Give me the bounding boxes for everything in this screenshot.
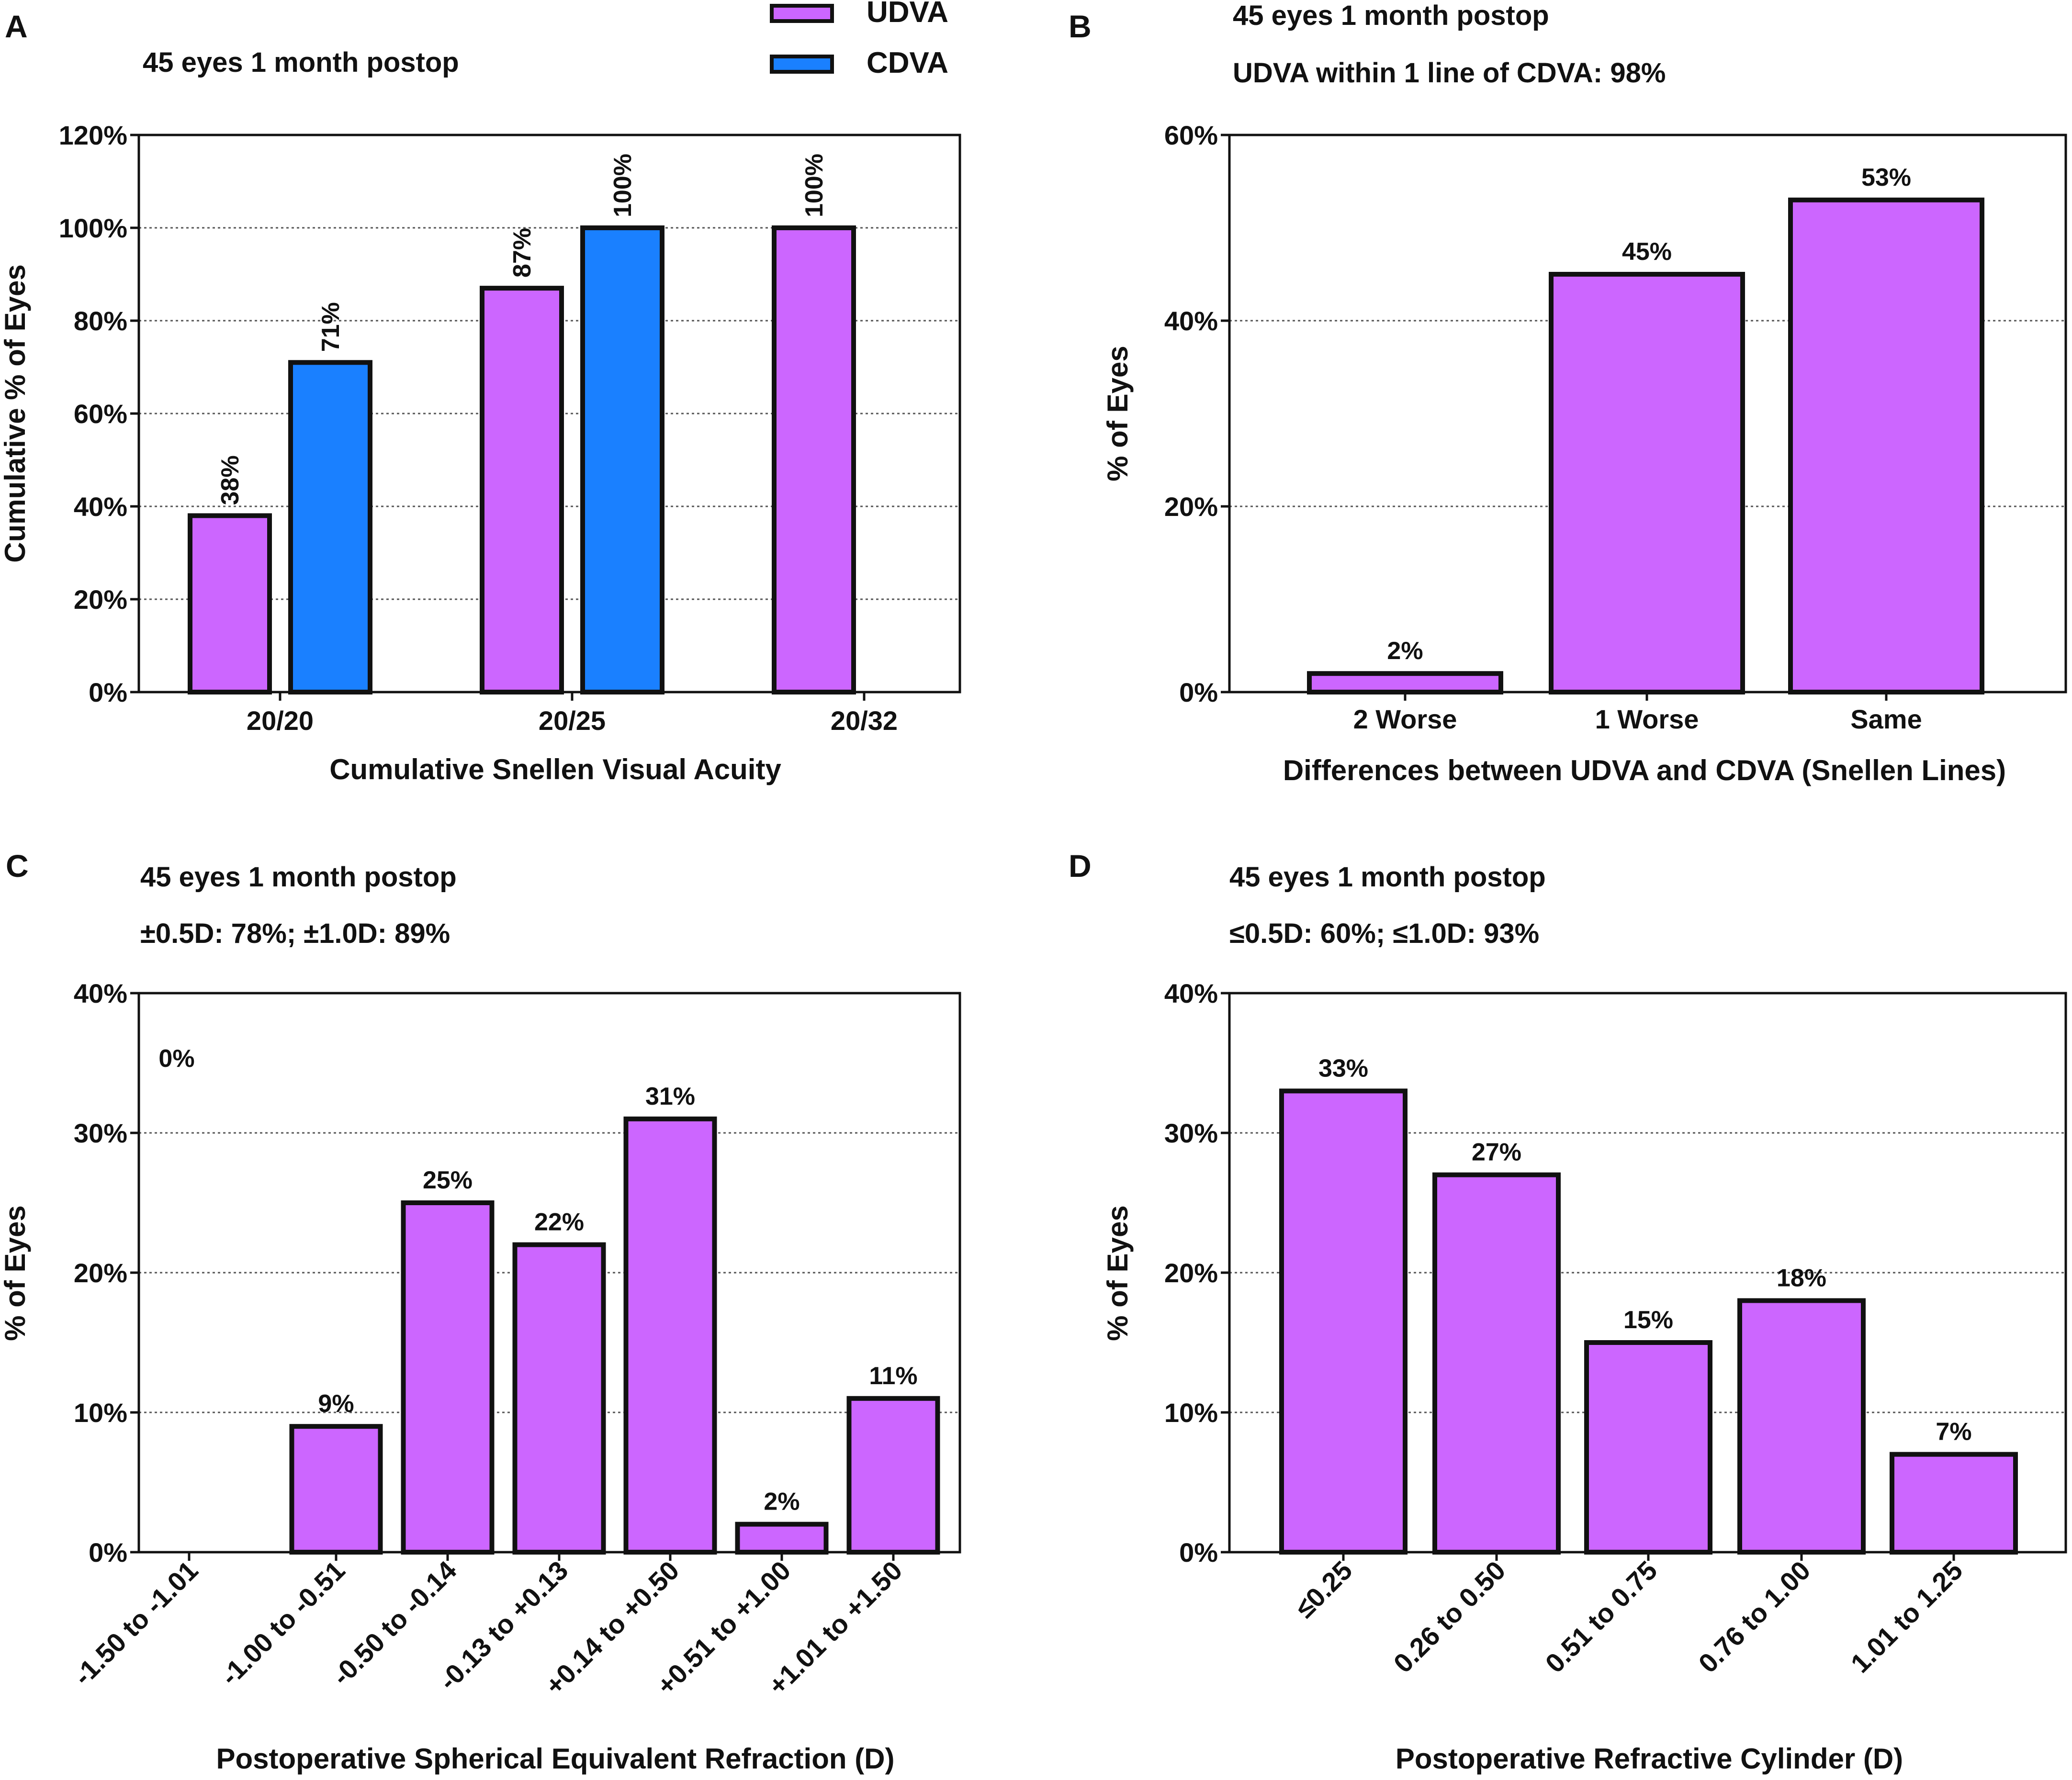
data-label: 2%: [764, 1488, 800, 1516]
x-axis-title: Differences between UDVA and CDVA (Snell…: [1283, 754, 2006, 786]
y-tick-label: 60%: [1164, 120, 1218, 150]
y-tick-label: 60%: [74, 399, 127, 429]
panel-letter: D: [1069, 848, 1092, 884]
bar-udva: [1432, 1172, 1561, 1555]
y-tick-label: 10%: [74, 1398, 127, 1428]
y-tick-label: 0%: [89, 677, 127, 707]
data-label: 87%: [508, 228, 536, 278]
panel-subtitle: 45 eyes 1 month postop: [1233, 0, 1549, 31]
data-label: 15%: [1623, 1306, 1673, 1334]
y-tick-label: 40%: [1164, 306, 1218, 336]
x-axis-title: Postoperative Spherical Equivalent Refra…: [216, 1743, 894, 1775]
y-axis-title: % of Eyes: [0, 1205, 31, 1341]
y-tick-label: 0%: [1179, 677, 1218, 707]
y-tick-label: 80%: [74, 306, 127, 336]
panel-subtitle: 45 eyes 1 month postop: [143, 47, 459, 78]
panel-letter: A: [5, 9, 28, 44]
data-label: 45%: [1622, 238, 1672, 266]
bar-udva: [735, 1522, 829, 1555]
bar-udva: [188, 513, 272, 695]
bar-udva: [480, 286, 564, 694]
y-axis-title: % of Eyes: [1102, 346, 1134, 481]
bar-udva: [1788, 197, 1984, 694]
x-tick-label: -1.50 to -1.01: [68, 1555, 203, 1691]
panel-letter: C: [6, 848, 29, 884]
bar-udva: [772, 225, 856, 694]
x-tick-label: 0.76 to 1.00: [1692, 1555, 1816, 1679]
bar-cdva: [580, 225, 664, 694]
bar-udva: [1307, 671, 1503, 694]
y-tick-label: 40%: [1164, 978, 1218, 1008]
y-tick-label: 0%: [1179, 1537, 1218, 1567]
panel-subtitle: 45 eyes 1 month postop: [140, 862, 457, 893]
y-tick-label: 40%: [74, 978, 127, 1008]
bar-udva: [846, 1396, 940, 1555]
bar-cdva: [288, 360, 372, 694]
bar-udva: [1549, 272, 1745, 694]
x-axis-title: Postoperative Refractive Cylinder (D): [1396, 1743, 1903, 1775]
y-tick-label: 30%: [74, 1118, 127, 1148]
y-tick-label: 120%: [59, 120, 127, 150]
y-tick-label: 20%: [74, 584, 127, 615]
y-tick-label: 40%: [74, 492, 127, 522]
plot-frame: [137, 134, 961, 694]
x-tick-label: 1.01 to 1.25: [1845, 1555, 1968, 1679]
y-tick-label: 20%: [74, 1258, 127, 1288]
x-tick-label: 2 Worse: [1353, 704, 1457, 734]
panel-subtitle: ±0.5D: 78%; ±1.0D: 89%: [140, 918, 450, 949]
bar-udva: [1737, 1298, 1866, 1555]
panel-letter: B: [1069, 9, 1092, 44]
data-label: 53%: [1861, 164, 1911, 191]
y-tick-label: 10%: [1164, 1398, 1218, 1428]
x-tick-label: 20/20: [247, 705, 314, 736]
bar-udva: [1890, 1452, 2018, 1555]
bar-udva: [623, 1116, 717, 1555]
data-label: 31%: [645, 1083, 695, 1110]
bar-udva: [1279, 1088, 1408, 1555]
data-label: 27%: [1472, 1139, 1521, 1166]
plot-frame: [137, 992, 961, 1554]
legend-cdva-swatch: [770, 55, 834, 74]
y-tick-label: 30%: [1164, 1118, 1218, 1148]
data-label: 22%: [534, 1209, 584, 1236]
data-label: 38%: [216, 455, 244, 505]
data-label: 0%: [158, 1045, 194, 1073]
y-tick-label: 20%: [1164, 492, 1218, 522]
bar-udva: [289, 1424, 383, 1555]
x-tick-label: 20/25: [539, 705, 606, 736]
panel-subtitle: ≤0.5D: 60%; ≤1.0D: 93%: [1229, 918, 1539, 949]
data-label: 71%: [317, 302, 345, 352]
x-tick-label: 20/32: [831, 705, 898, 736]
bar-udva: [401, 1200, 495, 1555]
data-label: 100%: [800, 154, 828, 217]
legend-udva-label: UDVA: [867, 0, 948, 29]
data-label: 7%: [1936, 1418, 1971, 1446]
data-label: 33%: [1318, 1054, 1368, 1082]
data-label: 18%: [1777, 1264, 1826, 1292]
x-tick-label: 1 Worse: [1595, 704, 1699, 734]
y-axis-title: Cumulative % of Eyes: [0, 264, 31, 563]
data-label: 9%: [318, 1390, 354, 1418]
data-label: 11%: [869, 1362, 917, 1390]
x-axis-title: Cumulative Snellen Visual Acuity: [329, 753, 781, 785]
y-tick-label: 0%: [89, 1537, 127, 1567]
panel-subtitle: 45 eyes 1 month postop: [1229, 862, 1546, 893]
bar-udva: [1584, 1340, 1712, 1555]
panel-subtitle: UDVA within 1 line of CDVA: 98%: [1233, 57, 1666, 89]
data-label: 2%: [1387, 637, 1423, 665]
y-tick-label: 100%: [59, 213, 127, 243]
x-tick-label: 0.26 to 0.50: [1387, 1555, 1511, 1679]
x-tick-label: 0.51 to 0.75: [1539, 1555, 1663, 1679]
x-tick-label: Same: [1850, 704, 1922, 734]
bar-udva: [512, 1242, 606, 1555]
legend-cdva-label: CDVA: [867, 46, 948, 79]
legend-udva-swatch: [770, 4, 834, 23]
data-label: 25%: [423, 1166, 473, 1194]
y-axis-title: % of Eyes: [1102, 1205, 1134, 1341]
x-tick-label: ≤0.25: [1289, 1555, 1358, 1623]
data-label: 100%: [609, 154, 637, 217]
y-tick-label: 20%: [1164, 1258, 1218, 1288]
